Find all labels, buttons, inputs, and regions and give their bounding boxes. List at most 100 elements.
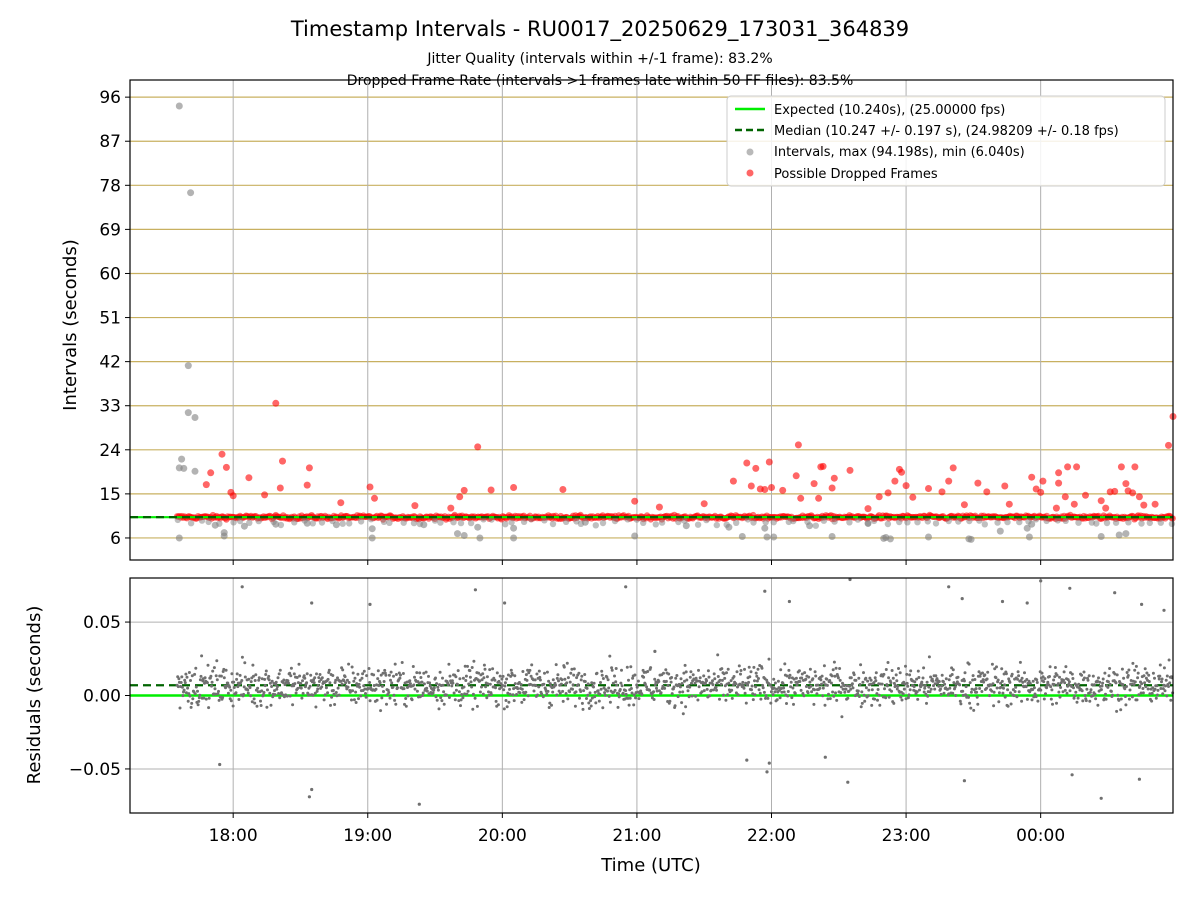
residual-point (503, 601, 507, 605)
residual-point-dense (1169, 698, 1173, 702)
residual-point-dense (275, 685, 279, 689)
residual-point-dense (529, 674, 533, 678)
residual-point-dense (1147, 680, 1151, 683)
residual-point-dense (773, 690, 777, 694)
residual-point-dense (533, 678, 537, 682)
residual-point-dense (757, 688, 761, 692)
residual-point-dense (1108, 667, 1112, 670)
residual-point-dense (210, 684, 213, 688)
residual-point-dense (943, 682, 947, 686)
residual-point-dense (594, 701, 598, 705)
residual-point-dense (421, 694, 425, 697)
residual-point-dense (1160, 680, 1163, 684)
residual-point-dense (436, 685, 440, 689)
residual-point-dense (780, 690, 784, 694)
residual-point-dense (836, 676, 840, 680)
residual-point-dense (978, 687, 982, 690)
residual-point-dense (276, 676, 280, 680)
residual-point-dense (939, 692, 943, 696)
residual-point-dense (548, 682, 552, 686)
residual-point-dense (240, 655, 244, 659)
residual-point-dense (579, 678, 583, 682)
dropped-point (1005, 500, 1013, 508)
interval-point (272, 520, 280, 528)
residual-point-dense (683, 679, 686, 683)
residual-point-dense (663, 686, 667, 690)
residual-point-dense (186, 699, 190, 703)
residual-point-dense (1094, 697, 1098, 701)
residual-point-dense (1125, 685, 1128, 688)
residual-point-dense (672, 685, 676, 689)
residual-point-dense (198, 693, 202, 697)
residual-point-dense (425, 689, 429, 693)
residual-point-dense (1091, 674, 1095, 678)
dropped-point (864, 505, 872, 513)
dropped-point (1111, 487, 1119, 495)
residual-point-dense (1006, 704, 1010, 708)
residual-point-dense (788, 673, 792, 677)
residual-point-dense (255, 704, 259, 708)
residual-point-dense (870, 688, 874, 692)
dropped-point (1039, 477, 1047, 485)
residual-point-dense (744, 701, 748, 705)
residual-point-dense (270, 679, 274, 683)
residual-point-dense (1157, 677, 1161, 681)
interval-point-dense (1168, 520, 1176, 528)
residual-point-dense (354, 701, 358, 704)
residual-point-dense (662, 671, 665, 675)
interval-point-dense (1093, 520, 1100, 527)
residual-point-dense (351, 671, 355, 675)
residual-point-dense (214, 674, 218, 678)
residual-point-dense (1017, 674, 1021, 678)
residual-point-dense (568, 690, 572, 694)
residual-point-dense (385, 702, 388, 706)
interval-point (806, 522, 814, 530)
residual-point-dense (1056, 682, 1060, 686)
residual-point-dense (798, 680, 802, 683)
residual-point-dense (1142, 674, 1146, 678)
interval-point-dense (450, 519, 457, 526)
residual-point-dense (1043, 677, 1047, 681)
residual-point-dense (1077, 682, 1081, 686)
residual-point-dense (749, 670, 753, 674)
residual-point-dense (976, 702, 980, 706)
residual-point-dense (857, 695, 861, 698)
residual-point-dense (1013, 690, 1017, 693)
residual-point-dense (986, 670, 990, 674)
residual-point-dense (1042, 697, 1046, 701)
residual-point-dense (1003, 683, 1007, 687)
interval-point (178, 455, 186, 463)
residual-point-dense (874, 671, 878, 675)
residual-point-dense (1143, 681, 1147, 685)
residual-point-dense (558, 691, 562, 695)
residual-point-dense (732, 675, 736, 678)
residual-point-dense (607, 694, 611, 698)
residual-point-dense (482, 663, 486, 667)
residual-point-dense (1150, 691, 1154, 695)
residual-point-dense (176, 685, 180, 689)
residual-point-dense (412, 683, 416, 687)
residual-point-dense (933, 682, 937, 686)
residual-point-dense (339, 679, 343, 683)
interval-point-dense (562, 518, 570, 525)
residual-point-dense (838, 678, 842, 682)
residual-point-dense (743, 667, 746, 671)
residual-point-dense (428, 681, 432, 685)
interval-point (1097, 533, 1105, 540)
residual-point-dense (374, 687, 378, 691)
residual-point-dense (1159, 687, 1163, 690)
residual-point-dense (193, 672, 197, 676)
residual-point-dense (1090, 683, 1094, 687)
residual-point-dense (1115, 709, 1119, 713)
residual-point-dense (506, 691, 510, 695)
residual-point-dense (1145, 671, 1149, 675)
bottom-ytick-label: −0.05 (69, 760, 121, 780)
residual-point-dense (607, 686, 611, 690)
residual-point-dense (1053, 675, 1057, 679)
interval-point (1122, 530, 1130, 538)
residual-point-dense (1058, 695, 1062, 699)
residual-point-dense (387, 691, 391, 694)
residual-point-dense (315, 689, 319, 693)
residual-point-dense (655, 686, 658, 690)
residual-point-dense (648, 688, 651, 692)
